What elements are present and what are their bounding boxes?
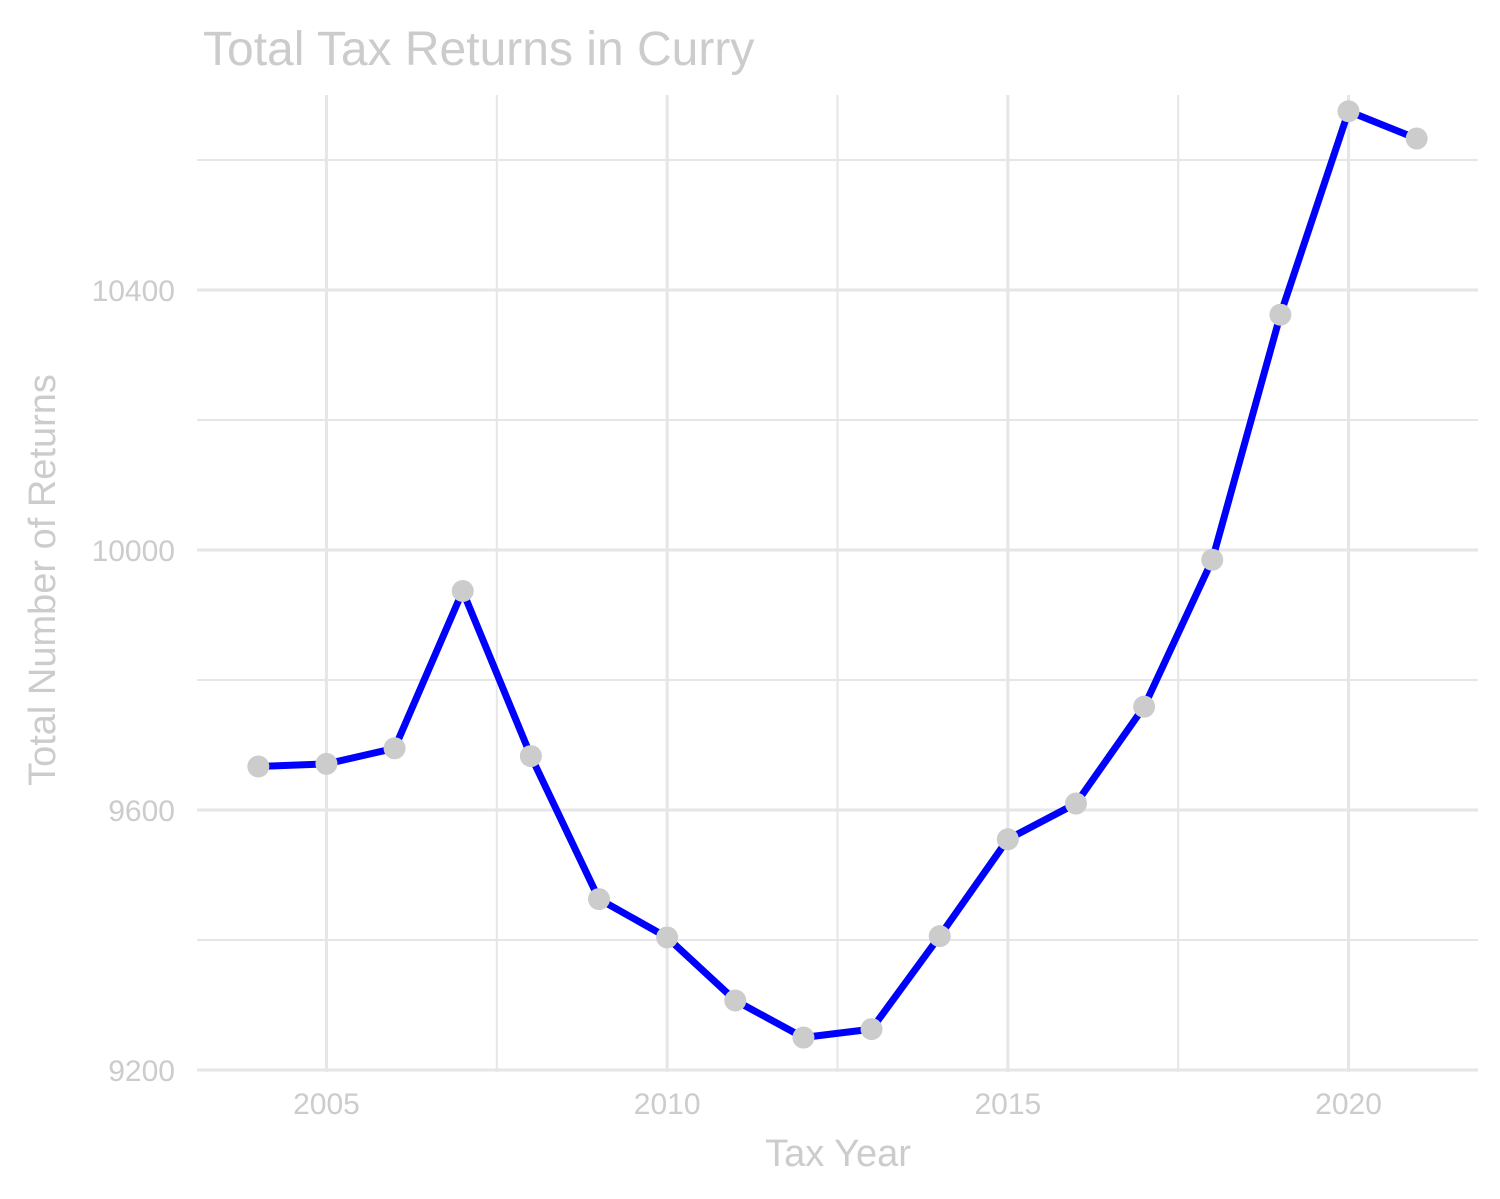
data-point — [519, 745, 542, 768]
data-point — [724, 989, 747, 1012]
y-axis-title: Total Number of Returns — [22, 374, 64, 786]
chart-title: Total Tax Returns in Curry — [203, 23, 754, 76]
data-point — [451, 579, 474, 602]
y-axis-ticks: 9200 9600 10000 10400 — [92, 275, 175, 1088]
data-point — [1405, 127, 1428, 150]
data-point — [247, 755, 270, 778]
data-point — [1269, 303, 1292, 326]
data-point — [1201, 548, 1224, 571]
data-points — [247, 100, 1428, 1049]
data-point — [1133, 695, 1156, 718]
data-point — [588, 888, 611, 911]
data-point — [1064, 792, 1087, 815]
x-axis-ticks: 2005 2010 2015 2020 — [293, 1088, 1382, 1121]
x-tick-label: 2020 — [1315, 1088, 1382, 1121]
y-tick-label: 10400 — [92, 275, 175, 308]
x-axis-title: Tax Year — [765, 1133, 911, 1175]
data-point — [1337, 100, 1360, 123]
y-tick-label: 10000 — [92, 535, 175, 568]
data-point — [656, 926, 679, 949]
y-tick-label: 9600 — [108, 795, 175, 828]
data-point — [928, 925, 951, 948]
data-point — [996, 828, 1019, 851]
x-tick-label: 2010 — [634, 1088, 701, 1121]
series-line — [254, 107, 1421, 1041]
data-point — [792, 1026, 815, 1049]
gridlines — [197, 95, 1478, 1072]
data-point — [315, 752, 338, 775]
data-point — [860, 1018, 883, 1041]
y-tick-label: 9200 — [108, 1055, 175, 1088]
data-point — [383, 737, 406, 760]
x-tick-label: 2005 — [293, 1088, 360, 1121]
x-tick-label: 2015 — [974, 1088, 1041, 1121]
